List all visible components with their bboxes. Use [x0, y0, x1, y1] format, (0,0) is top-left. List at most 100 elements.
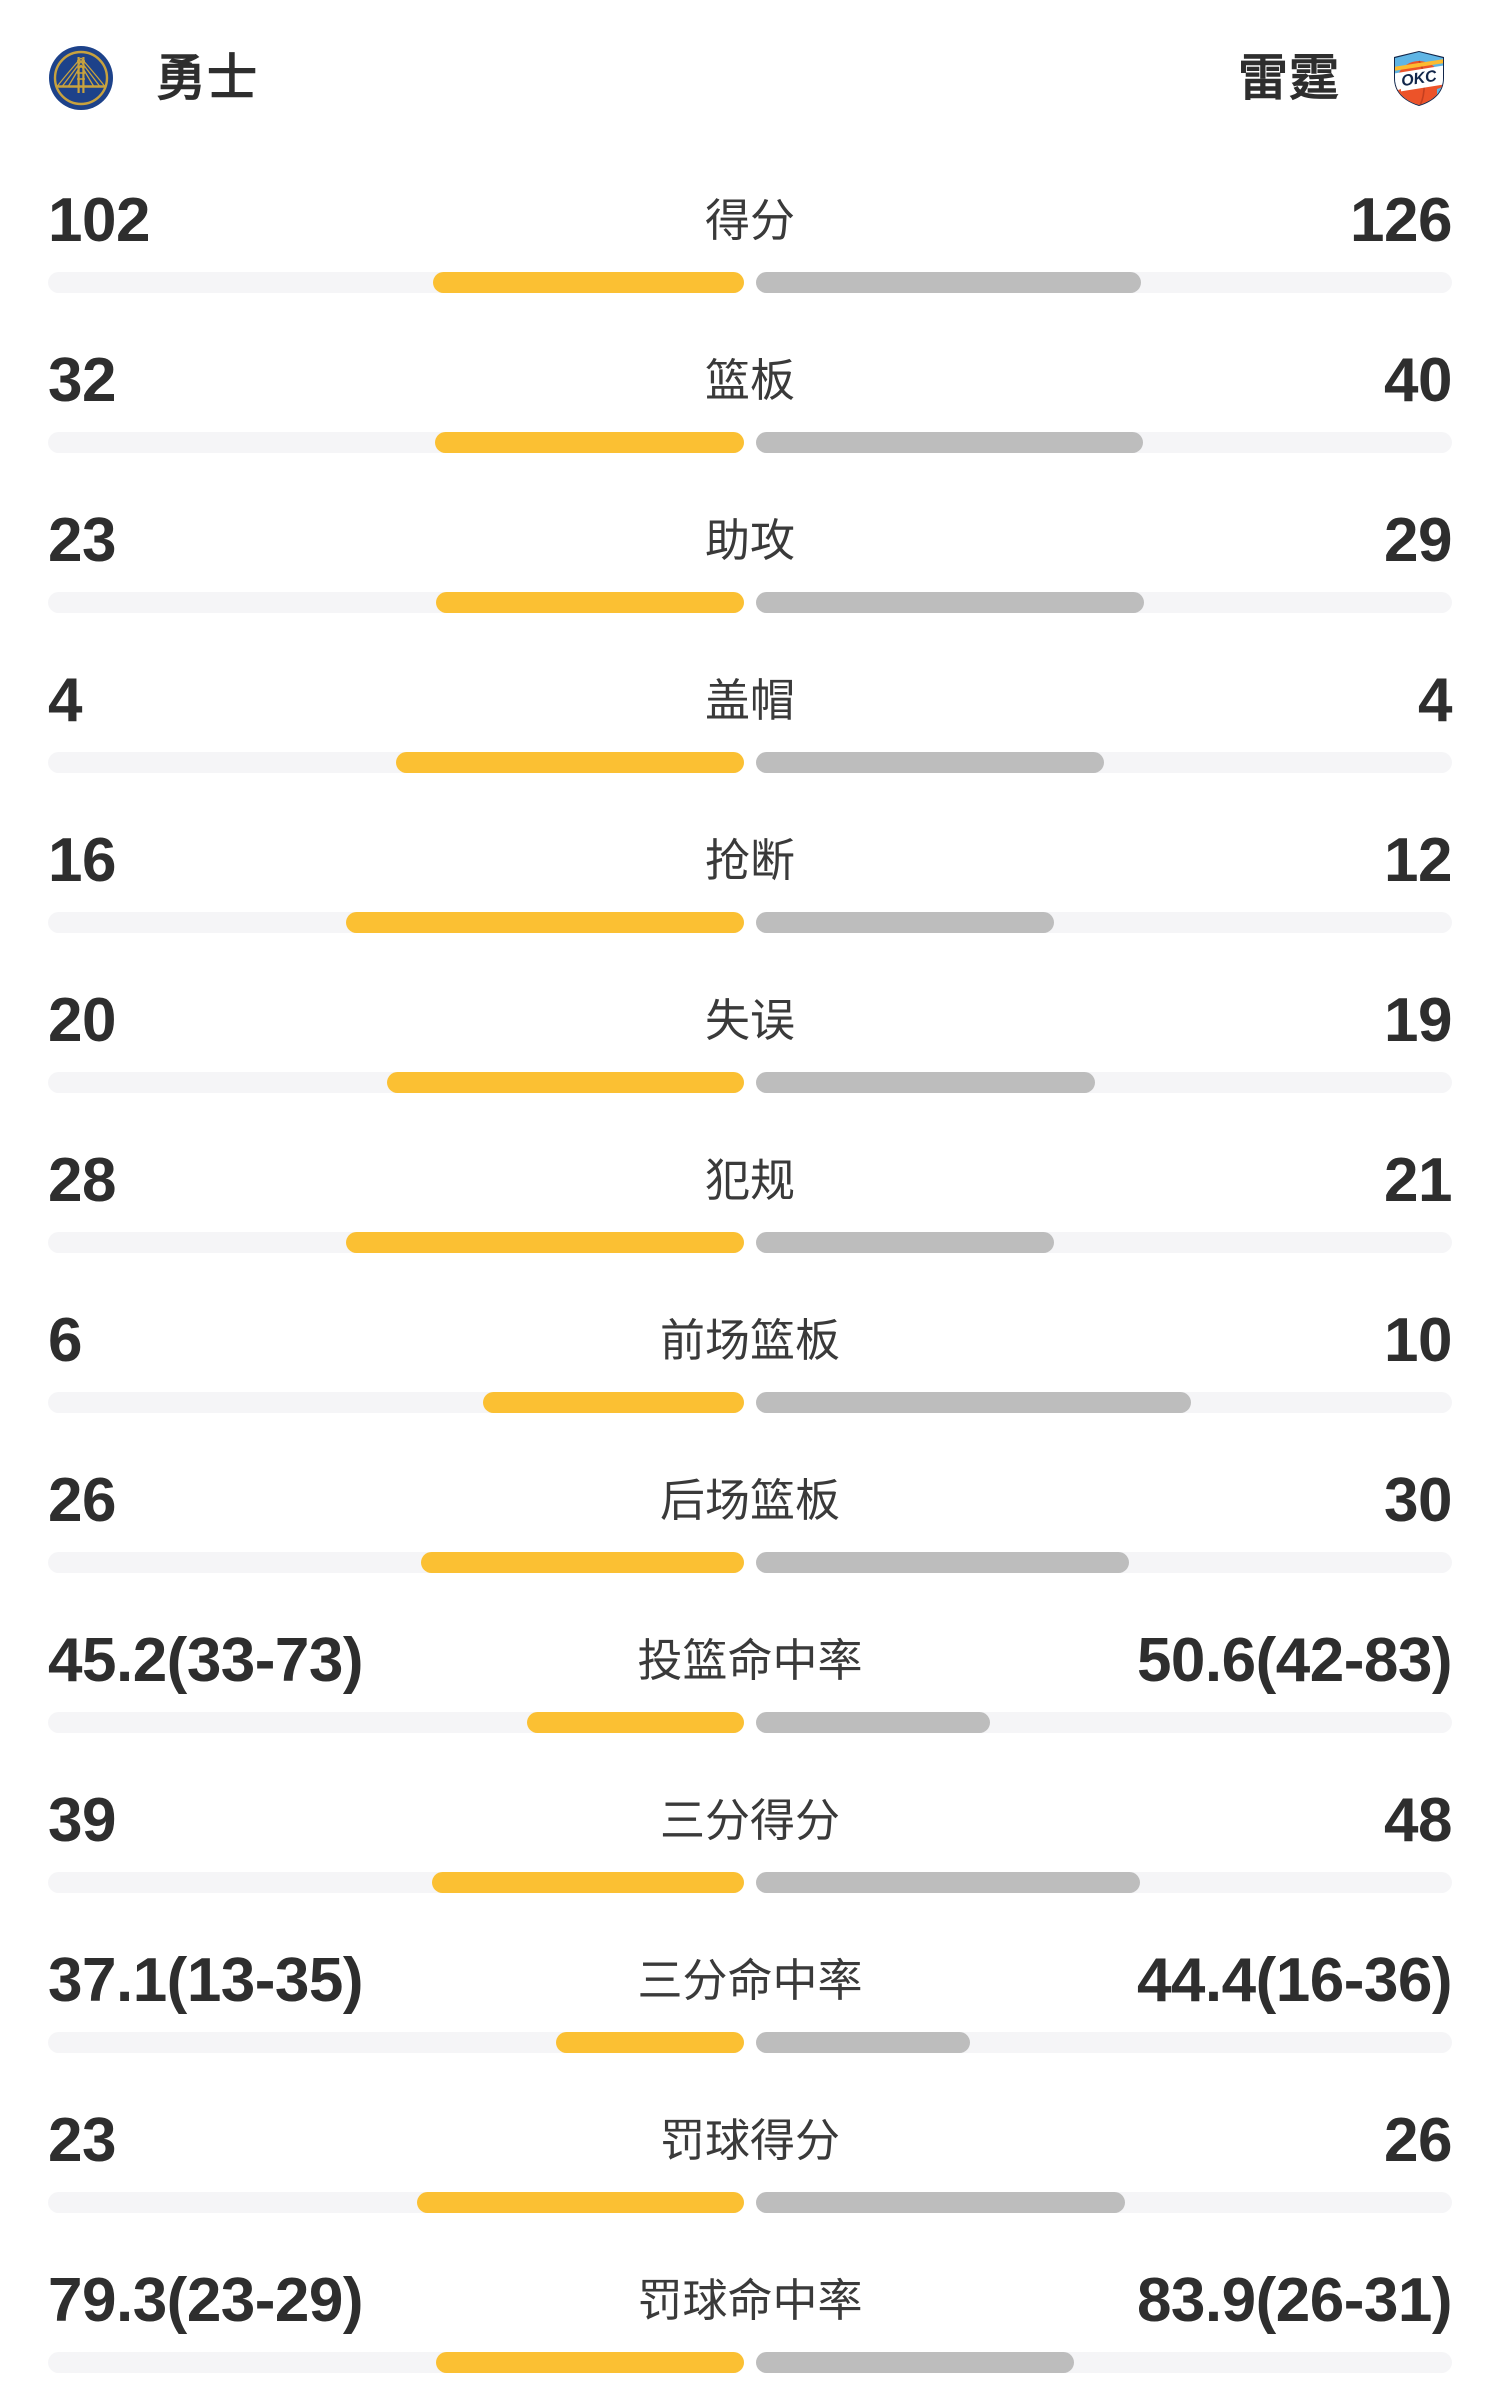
away-stat-bar-track: [756, 2032, 1452, 2053]
home-stat-value: 79.3(23-29): [48, 2266, 364, 2335]
home-stat-bar-fill: [436, 592, 744, 613]
stats-list: 102 得分 126 32 篮板 40: [48, 142, 1453, 2382]
stat-row: 39 三分得分 48: [48, 1742, 1452, 1902]
home-stat-bar-fill: [483, 1392, 744, 1413]
away-stat-bar-fill: [756, 1712, 990, 1733]
away-stat-bar-track: [756, 432, 1452, 453]
away-stat-bar-fill: [756, 272, 1141, 293]
stat-text-line: 23 罚球得分 26: [48, 2110, 1452, 2172]
away-stat-value: 4: [1418, 666, 1452, 735]
away-stat-bar-track: [756, 2192, 1452, 2213]
stat-row: 28 犯规 21: [48, 1102, 1452, 1262]
stat-text-line: 102 得分 126: [48, 190, 1452, 252]
home-stat-bar-track: [48, 272, 744, 293]
away-stat-bar-track: [756, 1232, 1452, 1253]
away-stat-bar-fill: [756, 1872, 1140, 1893]
away-stat-bar-track: [756, 1392, 1452, 1413]
away-stat-value: 44.4(16-36): [1136, 1946, 1453, 2015]
home-stat-bar-fill: [556, 2032, 744, 2053]
home-stat-bar-fill: [432, 1872, 744, 1893]
home-stat-bar-track: [48, 1552, 744, 1573]
away-stat-bar-track: [756, 1552, 1452, 1573]
away-stat-bar-fill: [756, 432, 1143, 453]
stat-text-line: 23 助攻 29: [48, 510, 1452, 572]
home-stat-value: 28: [48, 1146, 116, 1215]
away-stat-bar-fill: [756, 1072, 1095, 1093]
stat-text-line: 16 抢断 12: [48, 830, 1452, 892]
stat-text-line: 79.3(23-29) 罚球命中率 83.9(26-31): [48, 2266, 1453, 2335]
home-stat-bar-track: [48, 1712, 744, 1733]
away-stat-bar-fill: [756, 1392, 1191, 1413]
away-stat-value: 19: [1384, 986, 1452, 1055]
away-stat-value: 12: [1384, 826, 1452, 895]
home-stat-bar-track: [48, 2032, 744, 2053]
stat-row: 16 抢断 12: [48, 782, 1452, 942]
home-stat-bar-track: [48, 2352, 744, 2373]
home-stat-bar-fill: [346, 912, 744, 933]
stat-row: 23 罚球得分 26: [48, 2062, 1452, 2222]
home-stat-value: 26: [48, 1466, 116, 1535]
away-stat-value: 29: [1384, 506, 1452, 575]
stat-text-line: 45.2(33-73) 投篮命中率 50.6(42-83): [48, 1626, 1453, 1695]
away-stat-bar-fill: [756, 2192, 1125, 2213]
away-stat-bar-track: [756, 592, 1452, 613]
away-team-name: 雷霆: [1238, 50, 1340, 106]
stat-text-line: 37.1(13-35) 三分命中率 44.4(16-36): [48, 1946, 1453, 2015]
away-stat-bar-track: [756, 2352, 1452, 2373]
stat-label: 助攻: [704, 515, 795, 566]
home-stat-bar-fill: [417, 2192, 744, 2213]
away-stat-value: 40: [1384, 346, 1452, 415]
stat-label: 三分命中率: [637, 1955, 863, 2006]
home-stat-bar-fill: [435, 432, 744, 453]
away-stat-bar-fill: [756, 1232, 1054, 1253]
stat-row: 37.1(13-35) 三分命中率 44.4(16-36): [48, 1902, 1453, 2062]
away-stat-value: 30: [1384, 1466, 1452, 1535]
stat-label: 罚球命中率: [637, 2275, 863, 2326]
stat-text-line: 28 犯规 21: [48, 1150, 1452, 1212]
away-stat-bar-fill: [756, 2032, 970, 2053]
stat-label: 失误: [704, 995, 795, 1046]
away-stat-bar-fill: [756, 912, 1054, 933]
stat-row: 20 失误 19: [48, 942, 1452, 1102]
away-stat-bar-track: [756, 1712, 1452, 1733]
home-stat-value: 4: [48, 666, 82, 735]
home-stat-value: 23: [48, 2106, 116, 2175]
away-stat-value: 10: [1384, 1306, 1452, 1375]
stat-text-line: 32 篮板 40: [48, 350, 1452, 412]
home-stat-bar-track: [48, 752, 744, 773]
stat-label: 犯规: [704, 1155, 795, 1206]
home-stat-bar-fill: [387, 1072, 744, 1093]
home-stat-bar-track: [48, 1872, 744, 1893]
stat-text-line: 6 前场篮板 10: [48, 1310, 1452, 1372]
stat-row: 102 得分 126: [48, 142, 1452, 302]
home-stat-value: 20: [48, 986, 116, 1055]
stat-row: 26 后场篮板 30: [48, 1422, 1452, 1582]
home-stat-value: 32: [48, 346, 116, 415]
stat-row: 32 篮板 40: [48, 302, 1452, 462]
home-stat-bar-fill: [421, 1552, 744, 1573]
stat-label: 投篮命中率: [637, 1635, 863, 1686]
home-team-name: 勇士: [156, 50, 258, 106]
stat-text-line: 39 三分得分 48: [48, 1790, 1452, 1852]
away-stat-bar-fill: [756, 1552, 1129, 1573]
stat-label: 前场篮板: [659, 1315, 840, 1366]
home-stat-value: 6: [48, 1306, 82, 1375]
away-team: 雷霆: [1238, 45, 1452, 111]
stat-text-line: 4 盖帽 4: [48, 670, 1452, 732]
home-stat-bar-track: [48, 1232, 744, 1253]
home-stat-bar-fill: [346, 1232, 744, 1253]
away-stat-bar-track: [756, 912, 1452, 933]
home-stat-value: 16: [48, 826, 116, 895]
home-team: 勇士: [48, 45, 258, 111]
home-stat-value: 45.2(33-73): [48, 1626, 364, 1695]
stat-label: 后场篮板: [659, 1475, 840, 1526]
stat-row: 23 助攻 29: [48, 462, 1452, 622]
away-stat-value: 26: [1384, 2106, 1452, 2175]
teams-header: 勇士 雷霆: [48, 44, 1452, 112]
stat-label: 罚球得分: [659, 2115, 840, 2166]
home-stat-bar-fill: [433, 272, 744, 293]
stat-text-line: 20 失误 19: [48, 990, 1452, 1052]
home-stat-value: 102: [48, 186, 150, 255]
home-stat-value: 37.1(13-35): [48, 1946, 364, 2015]
home-stat-value: 39: [48, 1786, 116, 1855]
